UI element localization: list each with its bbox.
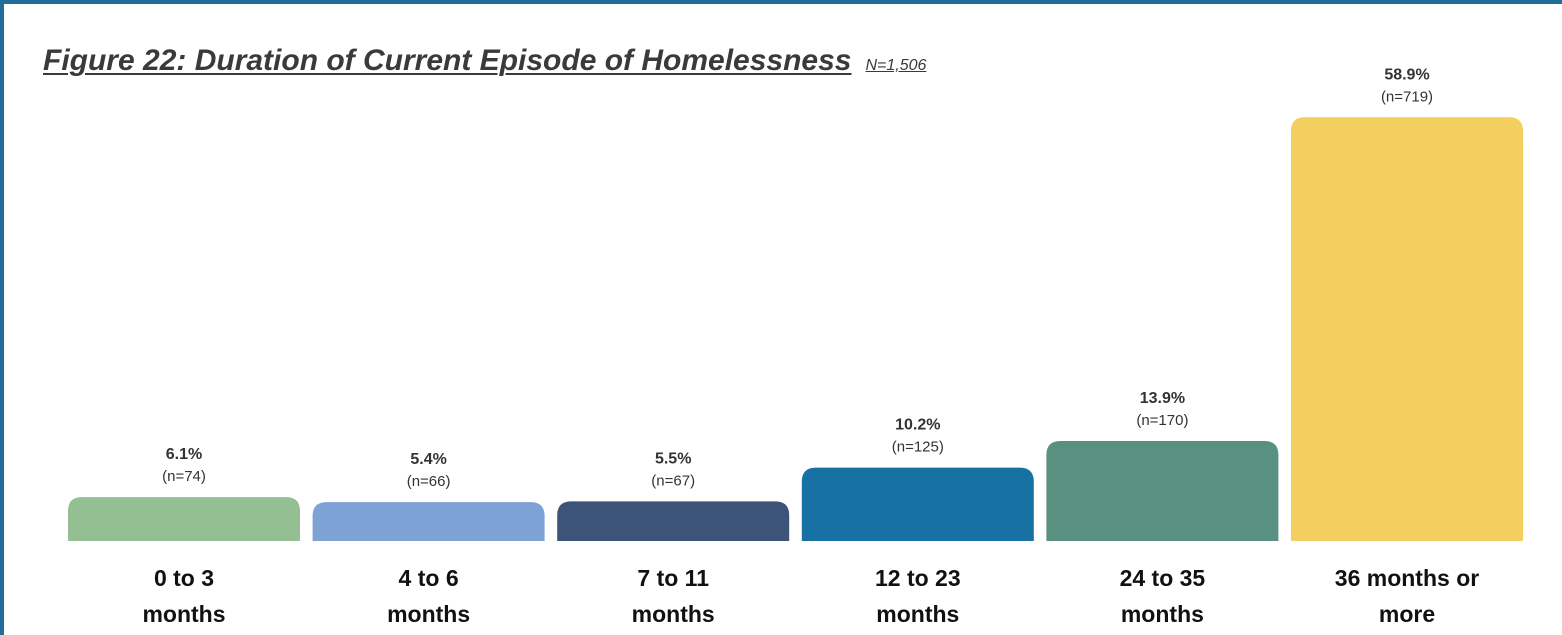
category-label: months xyxy=(632,601,715,627)
category-label: 0 to 3 xyxy=(154,565,214,591)
bar xyxy=(1291,117,1523,542)
category-label: months xyxy=(1121,601,1204,627)
chart-title: Figure 22: Duration of Current Episode o… xyxy=(43,44,852,77)
count-label: (n=67) xyxy=(651,472,695,489)
bar xyxy=(801,467,1034,541)
count-label: (n=719) xyxy=(1381,88,1433,105)
count-label: (n=66) xyxy=(407,473,451,490)
category-label: 36 months or xyxy=(1335,565,1479,591)
category-label: months xyxy=(142,601,225,627)
category-label: months xyxy=(876,601,959,627)
bar xyxy=(1046,441,1279,541)
category-label: 4 to 6 xyxy=(399,565,459,591)
category-label: more xyxy=(1379,601,1435,627)
count-label: (n=125) xyxy=(892,439,944,456)
category-label: 12 to 23 xyxy=(875,565,961,591)
count-label: (n=170) xyxy=(1136,412,1188,429)
bar xyxy=(68,497,300,541)
value-label: 58.9% xyxy=(1384,66,1429,83)
bar xyxy=(557,501,790,541)
value-label: 13.9% xyxy=(1140,390,1185,407)
value-label: 5.4% xyxy=(410,451,446,468)
count-label: (n=74) xyxy=(162,468,206,485)
value-label: 5.5% xyxy=(655,450,691,467)
category-label: 24 to 35 xyxy=(1120,565,1206,591)
bar xyxy=(312,502,545,541)
category-label: months xyxy=(387,601,470,627)
value-label: 6.1% xyxy=(166,446,202,463)
title-row: Figure 22: Duration of Current Episode o… xyxy=(43,44,926,78)
value-label: 10.2% xyxy=(895,417,940,434)
category-label: 7 to 11 xyxy=(637,565,709,591)
chart-subtitle: N=1,506 xyxy=(865,57,927,74)
